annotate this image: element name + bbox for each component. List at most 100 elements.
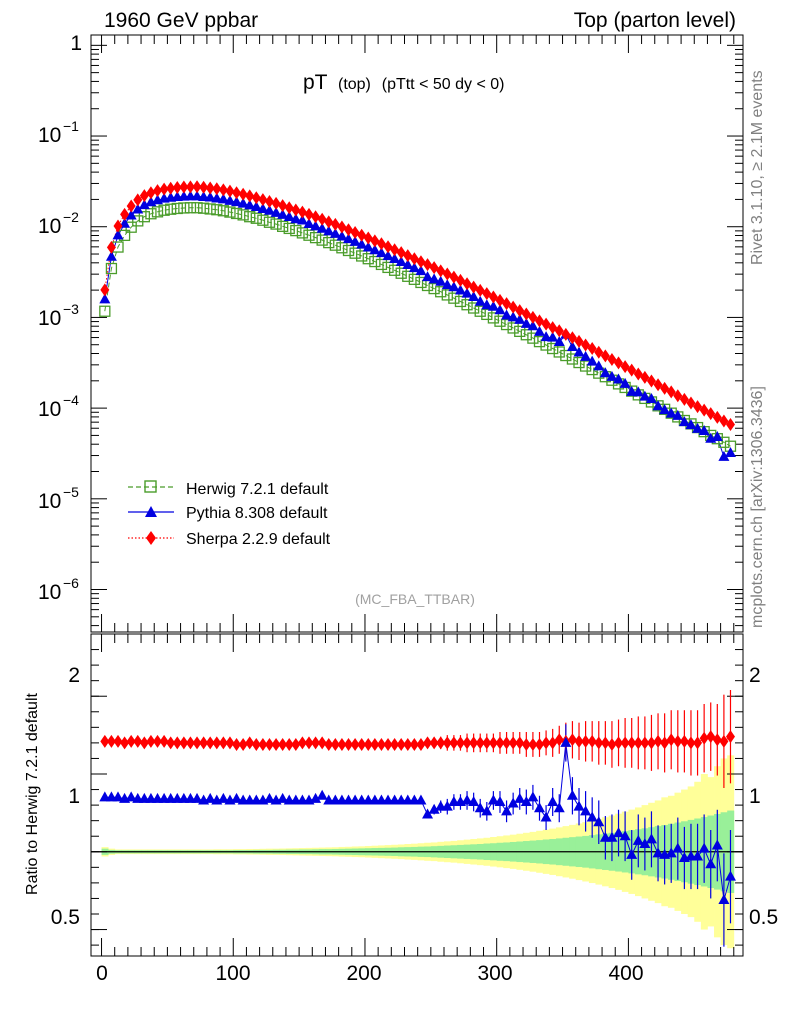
x-tick-labels: 0 100 200 300 400 bbox=[96, 962, 643, 985]
sherpa-ratio-point bbox=[258, 737, 268, 751]
sherpa-point bbox=[113, 219, 123, 233]
sherpa-ratio-point bbox=[324, 737, 334, 751]
pythia-point bbox=[356, 238, 368, 249]
herwig-point bbox=[105, 262, 118, 275]
herwig-point bbox=[204, 203, 216, 215]
herwig-point bbox=[494, 315, 506, 327]
sherpa-ratio-point bbox=[251, 737, 261, 751]
herwig-point bbox=[250, 212, 262, 224]
pythia-ratio-point bbox=[415, 794, 427, 805]
herwig-point bbox=[132, 215, 144, 227]
sherpa-ratio-point bbox=[442, 736, 452, 750]
herwig-point bbox=[244, 211, 256, 223]
pythia-ratio-point bbox=[191, 792, 203, 803]
sherpa-point bbox=[304, 207, 314, 221]
pythia-point bbox=[481, 299, 493, 310]
y-tick-exp: −1 bbox=[63, 118, 79, 134]
y-tick-label-1e-5: 10 −5 bbox=[38, 484, 79, 513]
pythia-point bbox=[375, 247, 387, 258]
sherpa-ratio-point bbox=[528, 737, 538, 751]
sherpa-point bbox=[376, 237, 386, 251]
herwig-point bbox=[718, 436, 730, 448]
sherpa-ratio-point bbox=[600, 736, 610, 750]
herwig-point bbox=[395, 267, 407, 279]
sherpa-point bbox=[278, 199, 288, 213]
herwig-point bbox=[178, 202, 190, 214]
sherpa-ratio-point bbox=[502, 736, 512, 750]
herwig-point bbox=[520, 329, 532, 341]
sherpa-point bbox=[205, 181, 215, 195]
herwig-point bbox=[467, 302, 480, 314]
sherpa-ratio-point bbox=[679, 734, 689, 748]
sherpa-point bbox=[159, 182, 169, 196]
herwig-point bbox=[224, 206, 236, 218]
pythia-point bbox=[659, 404, 671, 415]
sherpa-point bbox=[396, 246, 406, 260]
pythia-point bbox=[132, 203, 144, 214]
herwig-point bbox=[448, 292, 460, 304]
legend-item-sherpa: Sherpa 2.2.9 default bbox=[128, 531, 331, 548]
sherpa-ratio-point bbox=[205, 736, 215, 750]
herwig-point bbox=[151, 206, 164, 218]
pythia-point bbox=[599, 367, 611, 378]
sherpa-point bbox=[192, 180, 202, 194]
sherpa-point bbox=[581, 338, 591, 352]
pythia-ratio-point bbox=[553, 802, 565, 813]
sherpa-point bbox=[567, 331, 577, 345]
pythia-point bbox=[533, 325, 545, 336]
pythia-point bbox=[198, 190, 210, 201]
y-tick-exp: −2 bbox=[63, 209, 79, 225]
sherpa-ratio-point bbox=[192, 736, 202, 750]
pythia-point bbox=[316, 222, 328, 233]
sherpa-ratio-point bbox=[113, 734, 123, 748]
herwig-point bbox=[342, 244, 355, 257]
pythia-point bbox=[263, 204, 275, 215]
pythia-point bbox=[204, 191, 216, 202]
ratio-tick-left-2: 2 bbox=[68, 664, 80, 687]
sherpa-point bbox=[232, 186, 242, 200]
pythia-point bbox=[224, 194, 236, 205]
pythia-point bbox=[237, 197, 249, 208]
y-tick-exp: −6 bbox=[63, 575, 79, 591]
sherpa-point bbox=[574, 334, 584, 348]
sherpa-ratio-point bbox=[515, 736, 525, 750]
header-process: Top (parton level) bbox=[574, 9, 736, 32]
herwig-point bbox=[579, 360, 592, 372]
pythia-ratio-point bbox=[468, 796, 480, 806]
sherpa-point bbox=[271, 196, 281, 210]
mcplots-info: mcplots.cern.ch [arXiv:1306.3436] bbox=[749, 386, 766, 628]
pythia-ratio-point bbox=[204, 792, 216, 803]
sherpa-ratio-point bbox=[699, 731, 709, 745]
pythia-point bbox=[468, 290, 480, 301]
sherpa-ratio-point bbox=[199, 736, 209, 750]
sherpa-point bbox=[594, 345, 604, 359]
sherpa-ratio-point bbox=[693, 736, 703, 750]
pythia-point bbox=[191, 190, 203, 201]
pythia-point bbox=[428, 273, 440, 284]
sherpa-ratio-point bbox=[344, 737, 354, 751]
sherpa-ratio-point bbox=[376, 737, 386, 751]
herwig-point bbox=[408, 273, 421, 285]
herwig-point bbox=[507, 322, 519, 334]
herwig-point bbox=[560, 349, 572, 362]
pythia-ratio-point bbox=[481, 805, 493, 816]
sherpa-ratio-point bbox=[633, 736, 643, 750]
sherpa-point bbox=[251, 191, 261, 205]
pythia-ratio-point bbox=[520, 796, 532, 806]
sherpa-ratio-point bbox=[482, 736, 492, 750]
pythia-ratio-point bbox=[474, 802, 486, 813]
pythia-ratio-point bbox=[507, 797, 519, 808]
y-tick-base: 10 bbox=[38, 124, 61, 147]
pythia-ratio-point bbox=[487, 794, 499, 805]
herwig-point bbox=[158, 204, 170, 216]
plot-title-sub1: (top) bbox=[338, 76, 371, 93]
herwig-point bbox=[533, 335, 546, 348]
herwig-point bbox=[296, 227, 309, 239]
ratio-axis-label: Ratio to Herwig 7.2.1 default bbox=[24, 693, 41, 895]
sherpa-point bbox=[423, 258, 433, 272]
sherpa-point bbox=[646, 374, 656, 388]
y-tick-base: 10 bbox=[38, 215, 61, 238]
pythia-point bbox=[138, 199, 150, 210]
herwig-point bbox=[415, 276, 427, 289]
sherpa-ratio-point bbox=[627, 736, 637, 750]
